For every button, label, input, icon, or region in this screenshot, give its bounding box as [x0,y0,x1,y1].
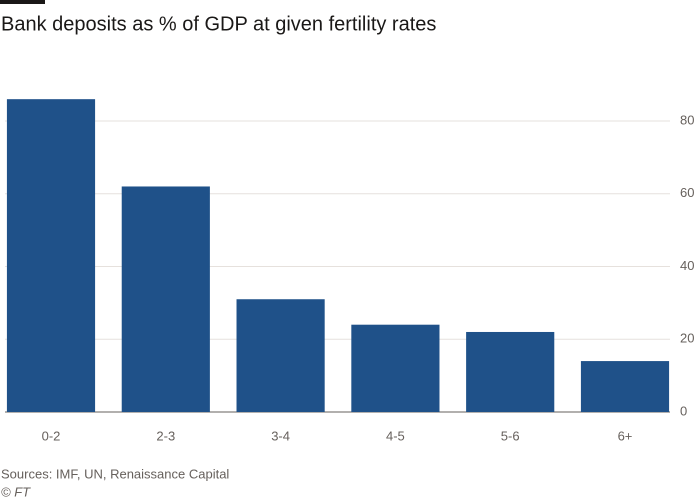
bar [466,331,555,412]
y-tick-label: 80 [680,112,694,127]
x-tick-label: 0-2 [42,428,61,443]
x-tick-label: 4-5 [386,428,405,443]
brand-bar [0,0,45,4]
bar [351,324,440,412]
bar [6,99,96,413]
x-tick-label: 3-4 [271,428,290,443]
chart-title: Bank deposits as % of GDP at given ferti… [1,13,436,35]
x-tick-label: 2-3 [156,428,175,443]
x-tick-label: 6+ [618,428,633,443]
y-tick-label: 20 [680,331,694,346]
y-tick-label: 0 [680,403,687,418]
bar [236,299,325,412]
y-tick-label: 40 [680,258,694,273]
credit: © FT [1,484,31,499]
bar [580,361,670,412]
x-tick-label: 5-6 [501,428,520,443]
y-tick-label: 60 [680,185,694,200]
bar [121,186,210,412]
source: Sources: IMF, UN, Renaissance Capital [1,466,229,481]
